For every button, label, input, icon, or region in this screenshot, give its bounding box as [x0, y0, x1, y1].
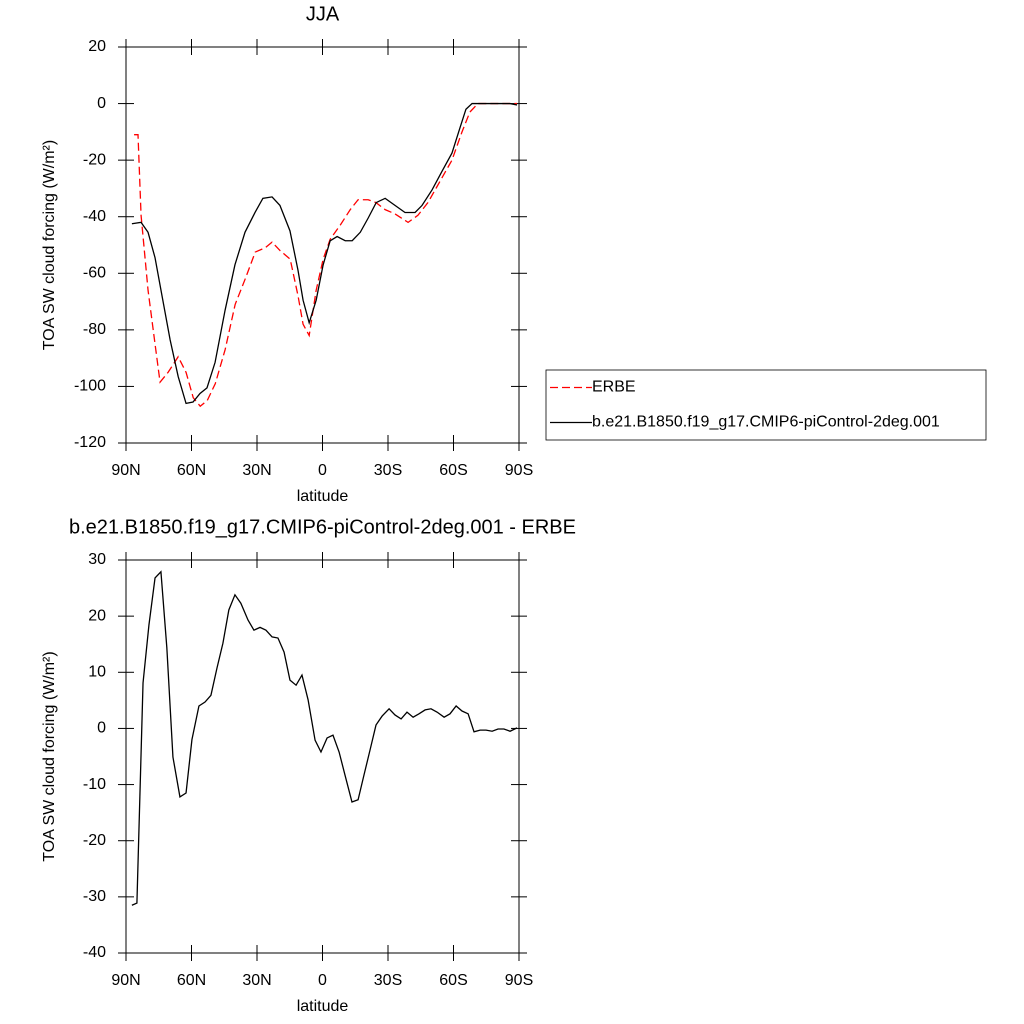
y-tick-label: -60: [83, 265, 106, 282]
y-tick-label: 30: [88, 551, 106, 568]
y-tick-label: -40: [83, 208, 106, 225]
y-tick-label: -20: [83, 832, 106, 849]
x-tick-label: 30N: [242, 462, 271, 479]
data-line: [131, 570, 518, 906]
y-tick-label: 20: [88, 38, 106, 55]
y-tick-label: 20: [88, 607, 106, 624]
chart-title: JJA: [306, 3, 340, 25]
y-tick-label: -80: [83, 321, 106, 338]
y-tick-label: -30: [83, 888, 106, 905]
y-tick-label: -40: [83, 944, 106, 961]
x-tick-label: 60S: [439, 462, 467, 479]
x-tick-label: 90S: [505, 972, 533, 989]
y-tick-label: -100: [74, 378, 106, 395]
y-tick-label: 10: [88, 664, 106, 681]
x-tick-label: 30N: [242, 972, 271, 989]
legend-box: [545, 369, 987, 441]
x-tick-label: 0: [318, 462, 327, 479]
x-tick-label: 90N: [111, 462, 140, 479]
y-axis-label: TOA SW cloud forcing (W/m²): [41, 140, 58, 350]
x-axis-label: latitude: [297, 998, 349, 1015]
x-tick-label: 30S: [374, 462, 402, 479]
x-tick-label: 60S: [439, 972, 467, 989]
x-tick-label: 90S: [505, 462, 533, 479]
x-tick-label: 60N: [177, 462, 206, 479]
y-axis-label: TOA SW cloud forcing (W/m²): [41, 651, 58, 861]
x-tick-label: 0: [318, 972, 327, 989]
x-tick-label: 60N: [177, 972, 206, 989]
y-tick-label: -10: [83, 776, 106, 793]
data-line: [134, 102, 518, 408]
chart-title: b.e21.B1850.f19_g17.CMIP6-piControl-2deg…: [69, 516, 576, 538]
y-tick-label: -120: [74, 434, 106, 451]
y-tick-label: 0: [97, 95, 106, 112]
plot-frame: [125, 559, 520, 954]
x-tick-label: 30S: [374, 972, 402, 989]
data-line: [131, 102, 518, 405]
y-tick-label: 0: [97, 720, 106, 737]
legend-label: ERBE: [592, 379, 636, 396]
y-tick-label: -20: [83, 151, 106, 168]
x-tick-label: 90N: [111, 972, 140, 989]
plot-frame: [125, 46, 520, 444]
x-axis-label: latitude: [297, 488, 349, 505]
legend-label: b.e21.B1850.f19_g17.CMIP6-piControl-2deg…: [592, 414, 940, 431]
